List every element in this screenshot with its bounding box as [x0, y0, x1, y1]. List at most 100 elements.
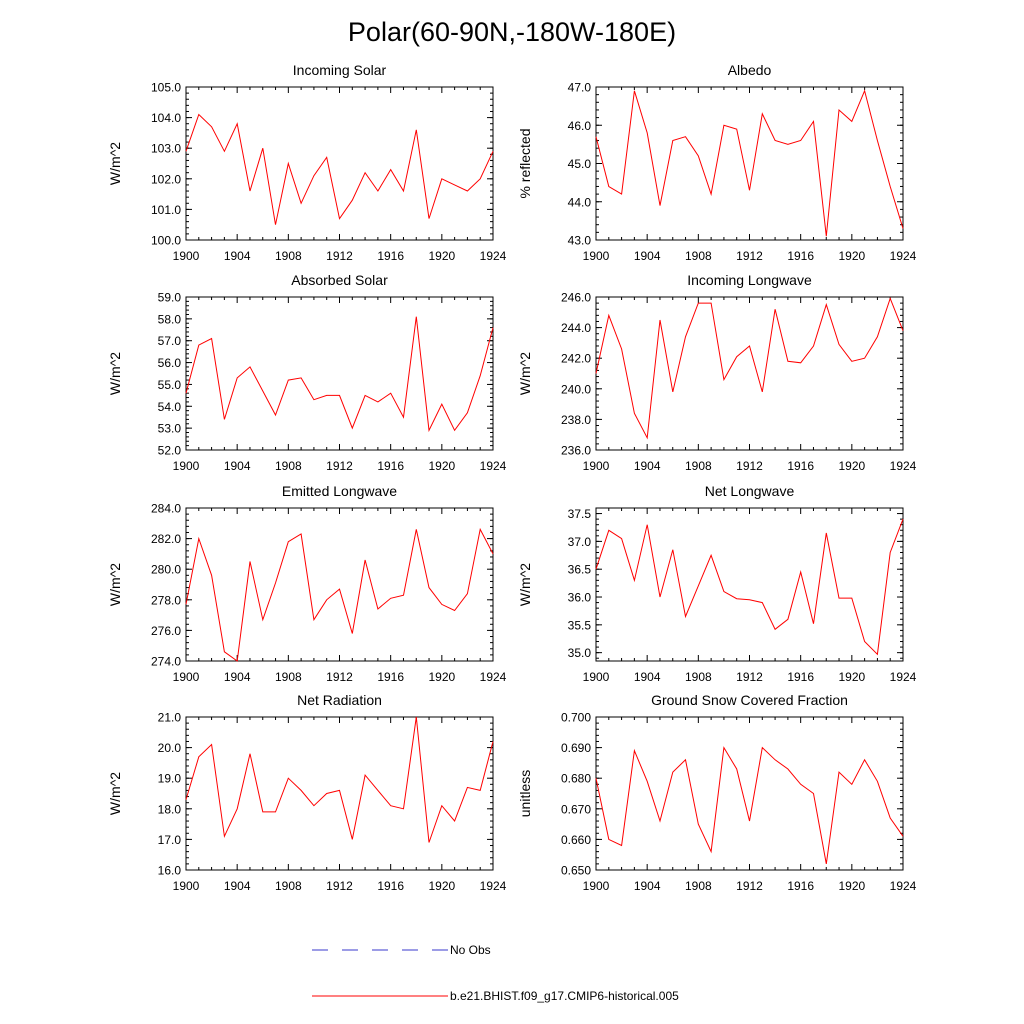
y-tick-label: 19.0	[158, 772, 182, 786]
x-tick-label: 1904	[634, 879, 661, 893]
series-line-model	[185, 113, 494, 225]
x-tick-label: 1920	[838, 249, 865, 263]
x-tick-label: 1920	[838, 879, 865, 893]
x-tick-label: 1920	[428, 459, 455, 473]
x-tick-label: 1900	[583, 879, 610, 893]
y-tick-label: 0.700	[561, 711, 591, 725]
x-tick-label: 1904	[224, 459, 251, 473]
y-axis-label: % reflected	[517, 128, 533, 198]
y-tick-label: 35.5	[568, 618, 592, 632]
y-tick-label: 244.0	[561, 321, 591, 335]
y-tick-label: 20.0	[158, 741, 182, 755]
x-tick-label: 1900	[173, 459, 200, 473]
y-tick-label: 59.0	[158, 291, 182, 305]
series-line-model	[185, 316, 494, 433]
panel-title: Absorbed Solar	[291, 272, 388, 288]
x-tick-label: 1904	[634, 670, 661, 684]
y-tick-label: 47.0	[568, 81, 592, 95]
x-tick-label: 1920	[428, 670, 455, 684]
x-tick-label: 1924	[890, 459, 917, 473]
x-tick-label: 1924	[890, 670, 917, 684]
y-axis-label: W/m^2	[107, 772, 123, 815]
y-axis-label: unitless	[517, 770, 533, 817]
y-tick-label: 0.690	[561, 741, 591, 755]
x-tick-label: 1908	[685, 459, 712, 473]
x-tick-label: 1904	[224, 670, 251, 684]
y-tick-label: 104.0	[151, 111, 181, 125]
x-tick-label: 1912	[736, 459, 763, 473]
series-line-model	[595, 746, 904, 864]
x-tick-label: 1916	[377, 879, 404, 893]
series-line-model	[185, 527, 494, 662]
x-tick-label: 1908	[275, 249, 302, 263]
legend-model-label: b.e21.BHIST.f09_g17.CMIP6-historical.005	[450, 989, 679, 1003]
y-tick-label: 100.0	[151, 234, 181, 248]
y-tick-label: 16.0	[158, 864, 182, 878]
y-tick-label: 274.0	[151, 655, 181, 669]
panel-title: Net Radiation	[297, 692, 382, 708]
x-tick-label: 1916	[787, 879, 814, 893]
x-tick-label: 1908	[275, 670, 302, 684]
x-tick-label: 1920	[428, 879, 455, 893]
y-tick-label: 55.0	[158, 378, 182, 392]
x-tick-label: 1912	[326, 670, 353, 684]
x-tick-label: 1908	[275, 879, 302, 893]
y-tick-label: 280.0	[151, 563, 181, 577]
panel-incoming-longwave: Incoming Longwave W/m^2 1900 1904 1908 1912 19…	[517, 272, 917, 473]
y-tick-label: 46.0	[568, 119, 592, 133]
x-tick-label: 1912	[326, 459, 353, 473]
x-tick-label: 1908	[275, 459, 302, 473]
y-axis-label: W/m^2	[517, 352, 533, 395]
y-tick-label: 101.0	[151, 203, 181, 217]
x-tick-label: 1900	[583, 459, 610, 473]
y-tick-label: 0.680	[561, 772, 591, 786]
y-tick-label: 45.0	[568, 157, 592, 171]
x-tick-label: 1924	[480, 670, 507, 684]
y-tick-label: 58.0	[158, 312, 182, 326]
x-tick-label: 1924	[480, 879, 507, 893]
series-line-model	[185, 716, 494, 843]
y-tick-label: 0.670	[561, 802, 591, 816]
panel-albedo: Albedo % reflected 1900 1904 1908 1912 1916 192…	[517, 62, 917, 263]
y-tick-label: 282.0	[151, 532, 181, 546]
legend-obs-label: No Obs	[450, 943, 491, 957]
panel-net-radiation: Net Radiation W/m^2 1900 1904 1908 1912 1916 19…	[107, 692, 507, 893]
y-tick-label: 246.0	[561, 291, 591, 305]
y-tick-label: 276.0	[151, 624, 181, 638]
x-tick-label: 1916	[377, 249, 404, 263]
x-tick-label: 1924	[890, 879, 917, 893]
panel-emitted-longwave: Emitted Longwave W/m^2 1900 1904 1908 1912 191…	[107, 483, 507, 684]
figure-title: Polar(60-90N,-180W-180E)	[348, 17, 676, 47]
x-tick-label: 1916	[377, 670, 404, 684]
y-tick-label: 105.0	[151, 81, 181, 95]
x-tick-label: 1904	[634, 249, 661, 263]
panel-incoming-solar: Incoming Solar W/m^2 1900 1904 1908 1912 1916 1…	[107, 62, 507, 263]
y-tick-label: 236.0	[561, 444, 591, 458]
series-line-model	[595, 89, 904, 237]
panel-title: Net Longwave	[705, 483, 795, 499]
x-tick-label: 1920	[428, 249, 455, 263]
legend: No Obs b.e21.BHIST.f09_g17.CMIP6-histori…	[312, 943, 679, 1003]
series-line-model	[595, 518, 904, 656]
x-tick-label: 1912	[736, 879, 763, 893]
y-tick-label: 238.0	[561, 413, 591, 427]
x-tick-label: 1900	[583, 670, 610, 684]
y-tick-label: 44.0	[568, 195, 592, 209]
y-tick-label: 103.0	[151, 142, 181, 156]
x-tick-label: 1924	[480, 249, 507, 263]
y-tick-label: 43.0	[568, 234, 592, 248]
y-tick-label: 102.0	[151, 172, 181, 186]
y-tick-label: 37.0	[568, 535, 592, 549]
y-tick-label: 18.0	[158, 802, 182, 816]
x-tick-label: 1900	[173, 879, 200, 893]
x-tick-label: 1904	[224, 879, 251, 893]
y-tick-label: 35.0	[568, 646, 592, 660]
x-tick-label: 1916	[787, 249, 814, 263]
x-tick-label: 1900	[583, 249, 610, 263]
panel-absorbed-solar: Absorbed Solar W/m^2 1900 1904 1908 1912 1916 1…	[107, 272, 507, 473]
y-tick-label: 21.0	[158, 711, 182, 725]
x-tick-label: 1916	[377, 459, 404, 473]
x-tick-label: 1908	[685, 879, 712, 893]
